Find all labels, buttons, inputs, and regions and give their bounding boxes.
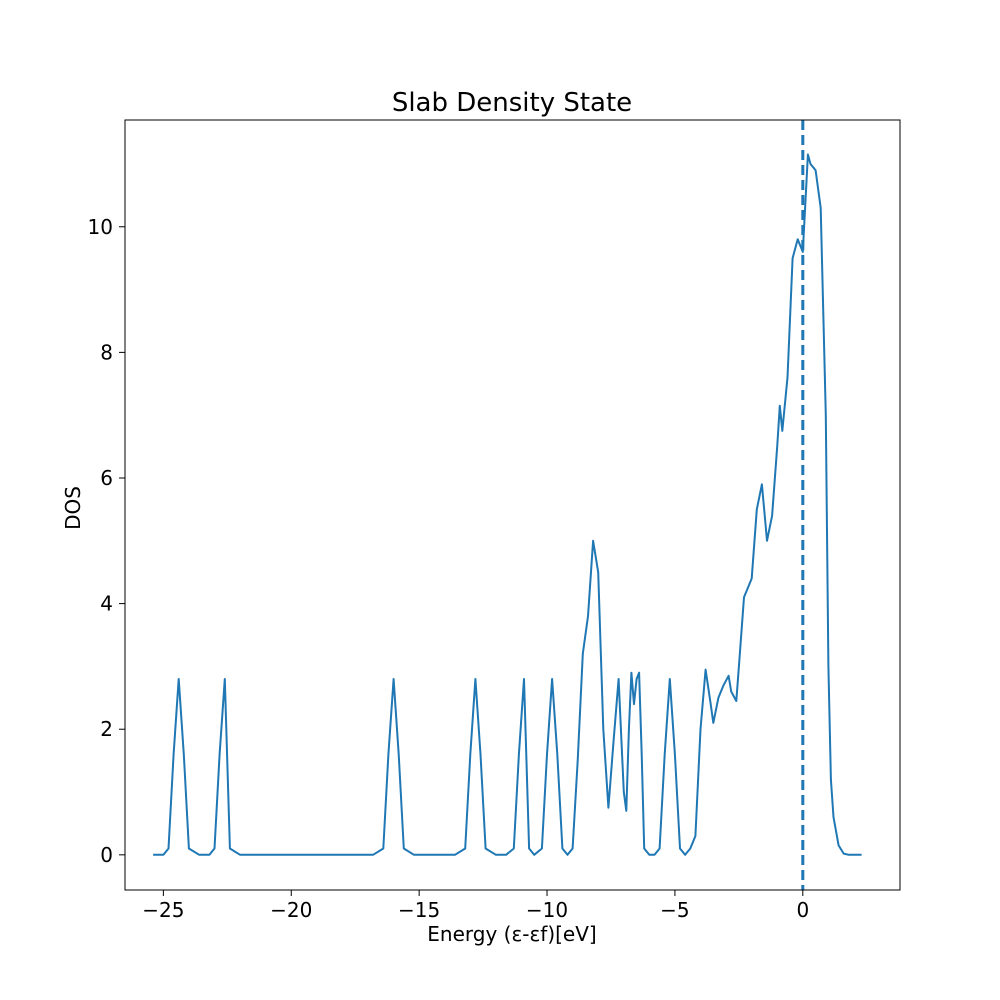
y-tick-label: 2 <box>100 717 113 741</box>
x-axis-ticks: −25 −20 −15 −10 −5 0 <box>142 890 809 922</box>
plot-area <box>153 120 862 890</box>
x-axis-label: Energy (ε-εf)[eV] <box>427 922 596 946</box>
y-tick-label: 6 <box>100 466 113 490</box>
y-tick-label: 10 <box>88 215 113 239</box>
x-tick-label: 0 <box>796 898 809 922</box>
x-tick-label: −15 <box>398 898 440 922</box>
x-tick-label: −10 <box>526 898 568 922</box>
y-tick-label: 8 <box>100 340 113 364</box>
chart-title: Slab Density State <box>392 88 632 118</box>
y-axis-ticks: 0 2 4 6 8 10 <box>88 215 125 867</box>
plot-frame <box>124 119 901 891</box>
x-tick-label: −5 <box>660 898 689 922</box>
x-tick-label: −20 <box>270 898 312 922</box>
dos-series-line <box>153 153 862 856</box>
x-tick-label: −25 <box>142 898 184 922</box>
y-axis-label: DOS <box>61 486 85 530</box>
y-tick-label: 0 <box>100 843 113 867</box>
y-tick-label: 4 <box>100 592 113 616</box>
